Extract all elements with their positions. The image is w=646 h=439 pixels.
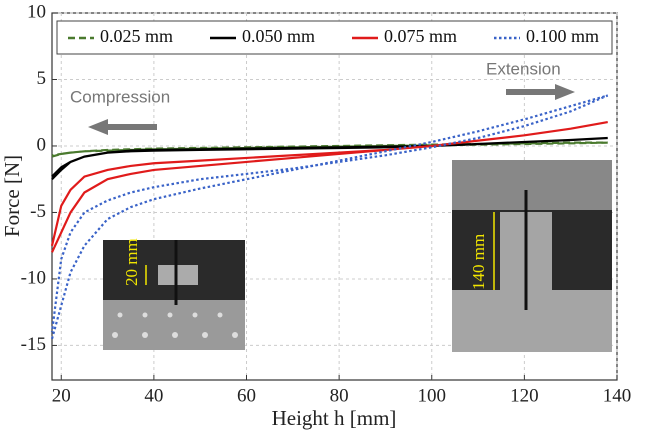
x-tick-label: 40 xyxy=(144,385,163,406)
x-tick-label: 120 xyxy=(510,385,539,406)
y-tick-label: -5 xyxy=(30,201,46,222)
inset-right: 140 mm xyxy=(452,160,612,352)
legend-label: 0.050 mm xyxy=(242,26,315,46)
legend-label: 0.075 mm xyxy=(384,26,457,46)
legend-label: 0.025 mm xyxy=(100,26,173,46)
y-tick-label: 10 xyxy=(27,1,46,22)
arrow-right xyxy=(506,84,575,100)
y-tick-label: 5 xyxy=(37,68,47,89)
x-tick-label: 140 xyxy=(603,385,632,406)
x-tick-label: 20 xyxy=(52,385,71,406)
inset-label: 140 mm xyxy=(469,234,488,290)
y-tick-label: 0 xyxy=(37,134,47,155)
x-axis-label: Height h [mm] xyxy=(272,406,397,430)
y-tick-label: -10 xyxy=(21,267,46,288)
inset-label: 20 mm xyxy=(122,238,141,286)
inset-left: 20 mm xyxy=(103,238,245,350)
annotation: Compression xyxy=(70,87,170,106)
x-tick-label: 80 xyxy=(330,385,349,406)
legend-label: 0.100 mm xyxy=(526,26,599,46)
arrow-left xyxy=(88,119,157,135)
annotation: Extension xyxy=(486,59,561,78)
x-tick-label: 60 xyxy=(237,385,256,406)
x-tick-label: 100 xyxy=(418,385,447,406)
legend: 0.025 mm 0.050 mm 0.075 mm 0.100 mm xyxy=(68,26,599,46)
data-line xyxy=(50,94,609,340)
y-tick-label: -15 xyxy=(21,334,46,355)
y-axis-label: Force [N] xyxy=(0,155,24,237)
